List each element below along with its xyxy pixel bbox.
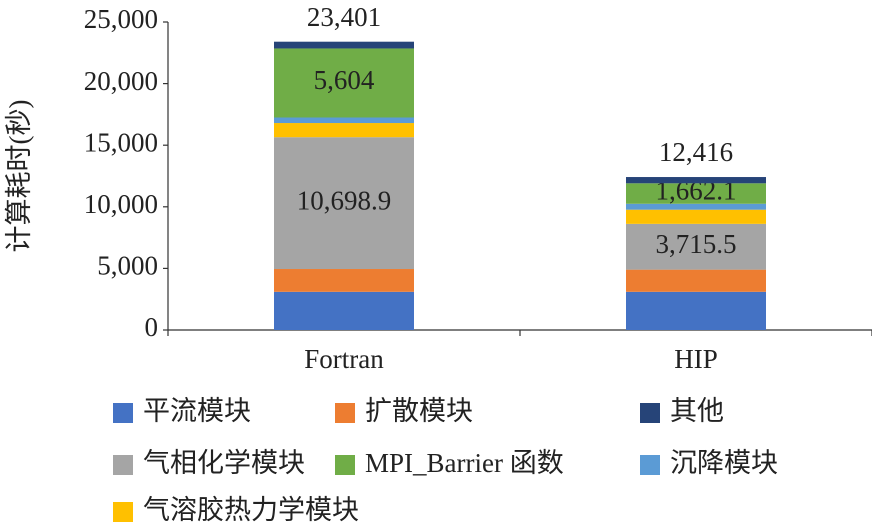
value-label: 5,604: [314, 65, 375, 95]
bar-segment: [274, 291, 414, 330]
bar-segment: [626, 203, 766, 210]
bar-segment: [626, 291, 766, 330]
bar-segment: [626, 269, 766, 292]
legend-swatch: [640, 455, 660, 475]
bar-segment: [626, 177, 766, 184]
legend-swatch: [113, 455, 133, 475]
legend-label: 扩散模块: [365, 396, 473, 426]
total-label: 12,416: [659, 137, 733, 167]
legend-swatch: [640, 403, 660, 423]
legend-swatch: [113, 502, 133, 522]
legend-label: 平流模块: [143, 396, 251, 426]
legend-label: MPI_Barrier 函数: [365, 448, 564, 478]
y-axis-label: 计算耗时(秒): [4, 100, 34, 253]
x-tick-label: HIP: [674, 344, 718, 374]
x-tick-label: Fortran: [304, 344, 384, 374]
total-label: 23,401: [307, 2, 381, 32]
bar-segment: [274, 117, 414, 124]
y-tick-label: 20,000: [84, 66, 158, 96]
legend-swatch: [335, 455, 355, 475]
bar-segment: [274, 41, 414, 49]
bar-segment: [274, 48, 414, 118]
legend-swatch: [335, 403, 355, 423]
bar-segment: [274, 123, 414, 138]
bar-segment: [274, 269, 414, 292]
legend-label: 气相化学模块: [143, 448, 305, 478]
y-tick-label: 10,000: [84, 189, 158, 219]
bar-segment: [626, 223, 766, 270]
legend-swatch: [113, 403, 133, 423]
bar-segment: [626, 209, 766, 224]
value-label: 3,715.5: [656, 229, 737, 259]
y-tick-label: 5,000: [97, 251, 158, 281]
y-tick-label: 15,000: [84, 127, 158, 157]
legend-label: 其他: [670, 396, 724, 426]
value-label: 10,698.9: [297, 185, 392, 215]
bar-segment: [626, 183, 766, 204]
legend-label: 气溶胶热力学模块: [143, 495, 359, 525]
y-tick-label: 25,000: [84, 4, 158, 34]
bar-segment: [274, 137, 414, 270]
legend-label: 沉降模块: [670, 448, 778, 478]
y-tick-label: 0: [145, 312, 159, 342]
